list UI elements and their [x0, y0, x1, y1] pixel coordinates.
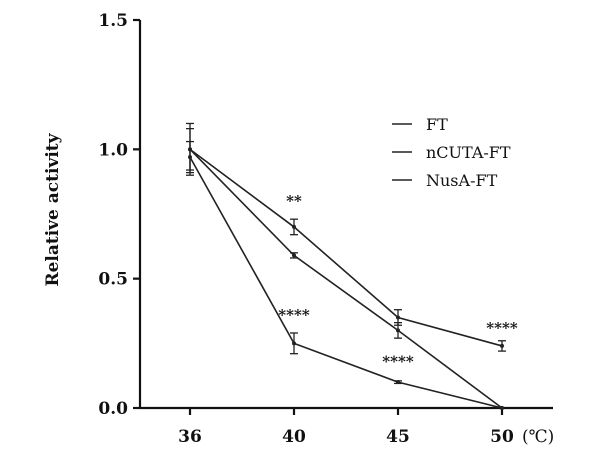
data-point [500, 344, 504, 348]
annotation-layer: ************** [278, 192, 518, 370]
x-tick-label: 45 [386, 427, 410, 447]
data-point [292, 253, 296, 257]
legend-label: FT [426, 115, 448, 134]
series-line [190, 157, 502, 408]
axes: 0.0 0.5 1.0 1.5 36 40 45 50 [98, 11, 553, 447]
legend-label: nCUTA-FT [426, 143, 511, 162]
data-point [396, 315, 400, 319]
y-tick-label: 1.0 [98, 140, 128, 160]
data-point [396, 328, 400, 332]
significance-marker: **** [486, 319, 518, 337]
legend-label: NusA-FT [426, 171, 498, 190]
x-tick-label: 50 [490, 427, 514, 447]
y-tick-label: 0.0 [98, 399, 128, 419]
x-axis-unit: (℃) [522, 427, 554, 447]
data-point [396, 380, 400, 384]
y-tick-label: 1.5 [98, 11, 128, 31]
data-point [292, 225, 296, 229]
data-point [188, 155, 192, 159]
data-point [500, 406, 504, 410]
series-layer [186, 123, 506, 410]
y-tick-label: 0.5 [98, 270, 128, 290]
x-tick-label: 40 [282, 427, 306, 447]
significance-marker: **** [278, 306, 310, 324]
significance-marker: **** [382, 353, 414, 371]
data-point [292, 341, 296, 345]
x-tick-label: 36 [178, 427, 202, 447]
significance-marker: ** [286, 192, 302, 210]
y-axis-label: Relative activity [43, 132, 63, 286]
legend: FT nCUTA-FT NusA-FT [392, 115, 511, 190]
